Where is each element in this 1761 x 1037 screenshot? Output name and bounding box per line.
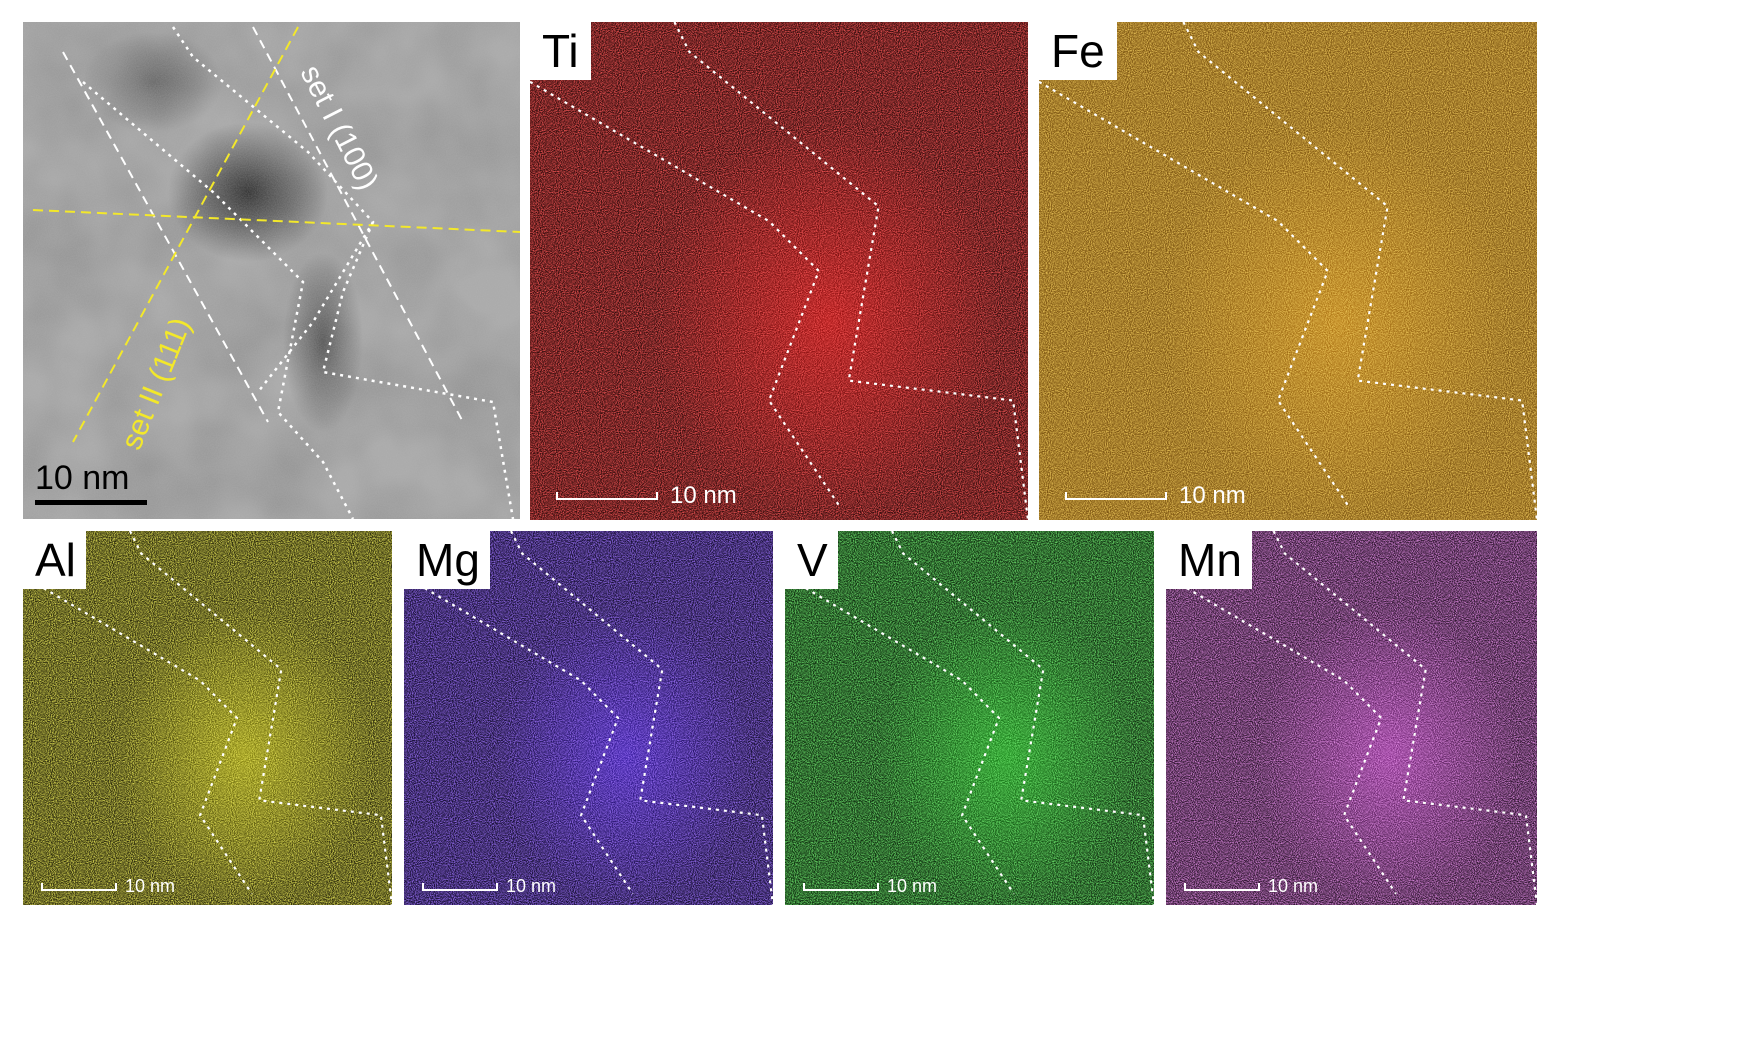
stem-image (23, 22, 520, 519)
map-noise (785, 531, 1154, 905)
element-label-fe: Fe (1039, 22, 1117, 80)
stem-scale-label: 10 nm (35, 459, 130, 497)
eds-map-ti: Ti 10 nm (530, 22, 1028, 520)
scale-line (803, 882, 879, 891)
stem-image-panel: set I (100) set II (111) 10 nm (23, 22, 520, 519)
scale-line (1184, 882, 1260, 891)
eds-map-fe: Fe 10 nm (1039, 22, 1537, 520)
scale-line (1065, 492, 1167, 500)
scale-label: 10 nm (887, 876, 938, 896)
map-noise (1039, 22, 1537, 520)
scale-bar-v: 10 nm (803, 876, 937, 897)
scale-line (41, 882, 117, 891)
eds-map-v: V 10 nm (785, 531, 1154, 905)
precipitate-outline-0 (891, 531, 1154, 905)
precipitate-outline-0 (510, 531, 773, 905)
precipitate-outline-1 (785, 574, 1015, 895)
element-label-mn: Mn (1166, 531, 1252, 589)
precipitate-outline-1 (530, 80, 840, 506)
scale-label: 10 nm (125, 876, 176, 896)
precipitate-outline-1 (23, 574, 253, 895)
element-label-ti: Ti (530, 22, 591, 80)
scale-label: 10 nm (670, 482, 737, 509)
stem-scale-line (35, 500, 147, 505)
fe-map-image (1039, 22, 1537, 520)
map-noise (23, 531, 392, 905)
mn-map-image (1166, 531, 1537, 905)
element-label-v: V (785, 531, 838, 589)
scale-bar-fe: 10 nm (1065, 482, 1246, 510)
precipitate-outline-0 (673, 22, 1028, 520)
precipitate-outline-0 (129, 531, 392, 905)
element-label-mg: Mg (404, 531, 490, 589)
scale-line (422, 882, 498, 891)
scale-bar-al: 10 nm (41, 876, 175, 897)
precipitate-outline-0 (1182, 22, 1537, 520)
ti-map-image (530, 22, 1028, 520)
v-map-image (785, 531, 1154, 905)
map-noise (404, 531, 773, 905)
precipitate-outline-1 (1166, 574, 1397, 895)
element-label-al: Al (23, 531, 86, 589)
stem-scale-bar: 10 nm (35, 459, 147, 505)
al-map-image (23, 531, 392, 905)
scale-label: 10 nm (1179, 482, 1246, 509)
scale-label: 10 nm (506, 876, 557, 896)
scale-label: 10 nm (1268, 876, 1319, 896)
scale-bar-mn: 10 nm (1184, 876, 1318, 897)
map-noise (530, 22, 1028, 520)
scale-line (556, 492, 658, 500)
precipitate-outline-0 (1272, 531, 1537, 905)
precipitate-outline-1 (404, 574, 634, 895)
mg-map-image (404, 531, 773, 905)
map-noise (1166, 531, 1537, 905)
eds-map-mg: Mg 10 nm (404, 531, 773, 905)
scale-bar-mg: 10 nm (422, 876, 556, 897)
eds-map-mn: Mn 10 nm (1166, 531, 1537, 905)
scale-bar-ti: 10 nm (556, 482, 737, 510)
eds-map-al: Al 10 nm (23, 531, 392, 905)
precipitate-outline-1 (1039, 80, 1349, 506)
